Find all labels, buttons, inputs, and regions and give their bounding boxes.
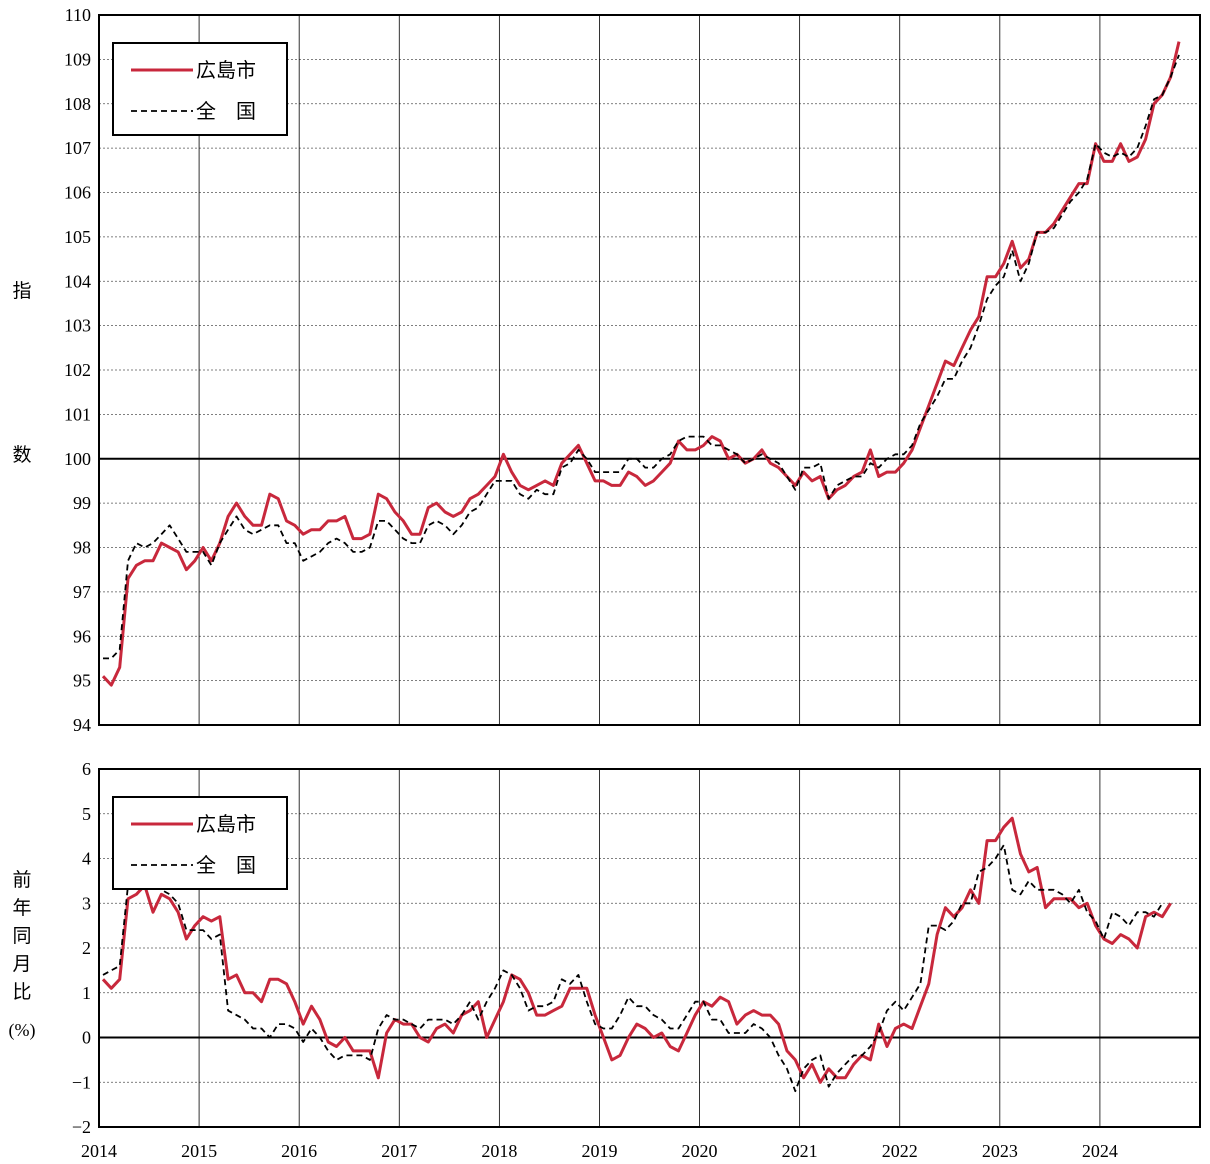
y-tick-label: 3 [82, 893, 91, 913]
y-axis-unit-label: (%) [9, 1020, 36, 1041]
y-tick-label: 109 [64, 49, 91, 69]
legend-box [112, 42, 288, 136]
legend-label-national: 全 国 [196, 853, 256, 877]
index-chart: 94 95 96 97 98 99 100 101 102 103 104 105 106 107 108 1… [12, 5, 1201, 735]
series-line-hiroshima [101, 816, 1172, 1084]
y-axis-label-char: 年 [12, 897, 31, 919]
y-tick-label: 96 [73, 626, 91, 646]
y-axis-label-char: 数 [12, 444, 31, 466]
legend-label-hiroshima: 広島市 [196, 812, 256, 836]
y-tick-label: 2 [82, 938, 91, 958]
y-tick-label: 6 [82, 759, 91, 779]
y-tick-label: 95 [73, 671, 91, 691]
x-tick-label: 2018 [481, 1141, 517, 1161]
y-tick-label: 108 [64, 94, 91, 114]
y-tick-label: 101 [64, 404, 91, 424]
y-tick-label: 4 [82, 849, 91, 869]
y-tick-label: 104 [64, 271, 91, 291]
series-line-national [102, 844, 1164, 1093]
y-tick-label: −1 [72, 1072, 91, 1092]
y-axis-label-char: 比 [12, 981, 31, 1003]
y-tick-label: 100 [64, 449, 91, 469]
x-axis-labels: 2014 2015 2016 2017 2018 2019 2020 2021 2022 2023… [81, 1141, 1118, 1161]
y-tick-label: 1 [82, 983, 91, 1003]
y-tick-label: 107 [64, 138, 91, 158]
x-tick-label: 2023 [982, 1141, 1018, 1161]
y-tick-label: 105 [64, 227, 91, 247]
legend-label-hiroshima: 広島市 [196, 58, 256, 82]
y-tick-label: 94 [73, 715, 91, 735]
y-tick-label: 0 [82, 1028, 91, 1048]
x-tick-label: 2019 [581, 1141, 617, 1161]
y-tick-label: 99 [73, 493, 91, 513]
x-tick-label: 2024 [1082, 1141, 1118, 1161]
legend-label-national: 全 国 [196, 99, 256, 123]
y-tick-label: 5 [82, 804, 91, 824]
y-tick-label: 97 [73, 582, 91, 602]
plot-frame [98, 14, 1201, 726]
y-tick-label: −2 [72, 1117, 91, 1137]
y-tick-label: 106 [64, 183, 91, 203]
y-tick-label: 103 [64, 316, 91, 336]
y-axis-label-char: 同 [12, 925, 31, 947]
series-line-national [103, 54, 1180, 660]
x-tick-label: 2014 [81, 1141, 117, 1161]
legend-box [112, 796, 288, 890]
y-tick-label: 110 [65, 5, 91, 25]
x-tick-label: 2021 [782, 1141, 818, 1161]
x-tick-label: 2015 [181, 1141, 217, 1161]
y-axis-label-char: 月 [12, 953, 31, 975]
y-tick-label: 102 [64, 360, 91, 380]
x-tick-label: 2022 [882, 1141, 918, 1161]
series-line-hiroshima [101, 41, 1181, 687]
plot-frame [98, 768, 1201, 1128]
y-tick-label: 98 [73, 538, 91, 558]
x-tick-label: 2016 [281, 1141, 317, 1161]
x-tick-label: 2017 [381, 1141, 417, 1161]
y-axis-label-char: 指 [12, 280, 31, 302]
x-tick-label: 2020 [682, 1141, 718, 1161]
y-axis-label-char: 前 [12, 869, 31, 891]
